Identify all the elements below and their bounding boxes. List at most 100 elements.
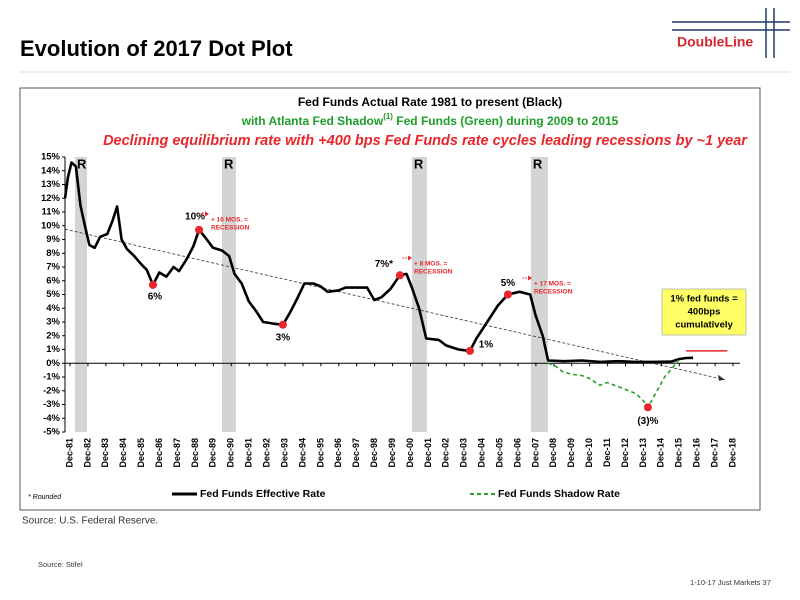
- y-tick-label: -2%: [43, 385, 60, 396]
- y-tick-label: -3%: [43, 399, 60, 410]
- annotation-text: + 8 MOS. =: [414, 261, 447, 268]
- x-tick-label: Dec-06: [512, 438, 522, 468]
- x-tick-label: Dec-08: [548, 438, 558, 468]
- point-label: 5%: [501, 278, 516, 289]
- y-tick-label: 4%: [46, 303, 60, 314]
- x-tick-label: Dec-98: [369, 438, 379, 468]
- x-tick-label: Dec-17: [709, 438, 719, 468]
- y-tick-label: 11%: [42, 207, 61, 218]
- annotation-arrowhead: [528, 275, 532, 281]
- chart-headline: Declining equilibrium rate with +400 bps…: [103, 133, 748, 149]
- chart-frame: [19, 87, 761, 511]
- series-line: [547, 360, 679, 409]
- legend-label: Fed Funds Shadow Rate: [498, 488, 620, 500]
- y-tick-label: -5%: [43, 427, 60, 438]
- x-tick-label: Dec-03: [459, 438, 469, 468]
- y-tick-label: 15%: [41, 152, 61, 163]
- x-tick-label: Dec-96: [333, 438, 343, 468]
- recession-label: R: [77, 156, 87, 171]
- annotation-text: + 16 MOS. =: [211, 217, 248, 224]
- trend-arrowhead: [717, 374, 725, 381]
- annotation-text: RECESSION: [534, 289, 573, 296]
- series-line: [63, 161, 694, 364]
- callout-text: 1% fed funds =: [670, 294, 738, 305]
- y-tick-label: -4%: [43, 413, 60, 424]
- x-tick-label: Dec-02: [441, 438, 451, 468]
- x-tick-label: Dec-87: [172, 438, 182, 468]
- annotation-arrowhead: [408, 255, 412, 261]
- x-tick-label: Dec-12: [620, 438, 630, 468]
- corner-lines: [672, 8, 790, 58]
- x-tick-label: Dec-99: [387, 438, 397, 468]
- x-tick-label: Dec-14: [656, 438, 666, 468]
- point-label: 10%: [185, 212, 205, 223]
- y-tick-label: 12%: [41, 193, 61, 204]
- callout-text: cumulatively: [675, 320, 733, 331]
- recession-bar: [75, 157, 88, 432]
- slide-footer: 1-10-17 Just Markets 37: [690, 578, 771, 587]
- callout-text: 400bps: [688, 307, 721, 318]
- y-tick-label: 5%: [46, 289, 60, 300]
- legend-label: Fed Funds Effective Rate: [200, 488, 326, 500]
- x-tick-label: Dec-97: [351, 438, 361, 468]
- x-tick-label: Dec-10: [584, 438, 594, 468]
- point-marker: [503, 290, 512, 299]
- x-tick-label: Dec-81: [64, 438, 74, 468]
- point-marker: [148, 280, 157, 289]
- x-tick-label: Dec-09: [566, 438, 576, 468]
- annotation-text: + 17 MOS. =: [534, 281, 571, 288]
- x-tick-label: Dec-82: [82, 438, 92, 468]
- point-label: (3)%: [637, 416, 658, 427]
- x-tick-label: Dec-05: [494, 438, 504, 468]
- x-tick-label: Dec-93: [279, 438, 289, 468]
- annotation-arrowhead: [205, 211, 209, 217]
- subtitle-part: Fed Funds (Green) during 2009 to 2015: [393, 114, 619, 128]
- y-tick-label: -1%: [43, 372, 60, 383]
- y-tick-label: 9%: [46, 234, 60, 245]
- subtitle-part: with Atlanta Fed Shadow: [241, 114, 384, 128]
- point-label: 6%: [148, 292, 163, 303]
- x-tick-label: Dec-84: [118, 438, 128, 468]
- x-tick-label: Dec-13: [638, 438, 648, 468]
- recession-label: R: [224, 156, 234, 171]
- point-marker: [278, 320, 287, 329]
- point-marker: [643, 403, 652, 412]
- logo: DoubleLine: [677, 34, 753, 50]
- recession-label: R: [533, 156, 543, 171]
- slide-title: Evolution of 2017 Dot Plot: [20, 36, 293, 61]
- subtitle-superscript: (1): [383, 112, 393, 121]
- x-tick-label: Dec-89: [208, 438, 218, 468]
- chart-title: Fed Funds Actual Rate 1981 to present (B…: [298, 95, 562, 109]
- x-tick-label: Dec-01: [423, 438, 433, 468]
- y-tick-label: 0%: [46, 358, 60, 369]
- y-tick-label: 3%: [46, 317, 60, 328]
- y-tick-label: 7%: [46, 262, 60, 273]
- plot: R R R R 15% 14% 13% 12% 11% 10% 9% 8% 7% 6% 5% 4% 3% 2% 1%…: [41, 152, 747, 500]
- x-tick-label: Dec-94: [297, 438, 307, 468]
- x-tick-label: Dec-07: [530, 438, 540, 468]
- recession-bar: [221, 157, 236, 432]
- point-label: 7%*: [375, 259, 393, 270]
- y-tick-label: 2%: [46, 330, 60, 341]
- y-tick-label: 8%: [46, 248, 60, 259]
- slide-source: Source: Stifel: [38, 560, 83, 569]
- y-tick-label: 10%: [41, 220, 61, 231]
- x-tick-label: Dec-18: [727, 438, 737, 468]
- y-tick-label: 1%: [46, 344, 60, 355]
- y-tick-label: 6%: [46, 275, 60, 286]
- point-marker: [395, 271, 404, 280]
- x-tick-label: Dec-95: [315, 438, 325, 468]
- x-tick-label: Dec-16: [692, 438, 702, 468]
- callout-box: [661, 288, 747, 336]
- chart-subtitle: with Atlanta Fed Shadow(1) Fed Funds (Gr…: [241, 112, 619, 128]
- chart-source: Source: U.S. Federal Reserve.: [22, 516, 158, 527]
- x-tick-label: Dec-91: [244, 438, 254, 468]
- x-tick-label: Dec-11: [602, 438, 612, 467]
- point-label: 3%: [276, 332, 291, 343]
- y-tick-label: 13%: [41, 179, 61, 190]
- annotation-text: RECESSION: [211, 225, 250, 232]
- x-tick-label: Dec-92: [261, 438, 271, 468]
- x-tick-label: Dec-88: [190, 438, 200, 468]
- footnote: * Rounded: [28, 494, 62, 501]
